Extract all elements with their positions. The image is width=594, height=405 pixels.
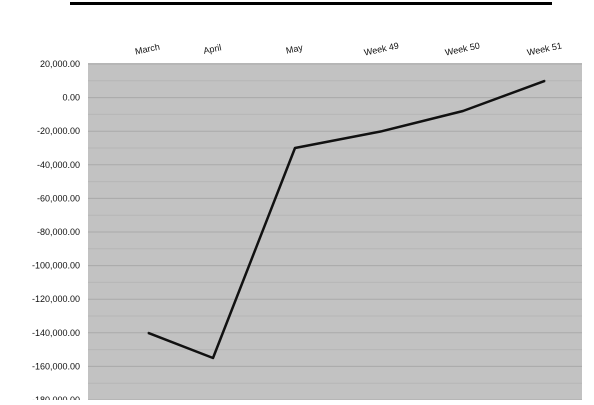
title-underline bbox=[70, 2, 552, 5]
y-tick-label: -80,000.00 bbox=[37, 227, 80, 237]
data-point bbox=[147, 332, 149, 334]
x-tick-label: Week 49 bbox=[363, 40, 400, 57]
y-tick-label: -140,000.00 bbox=[32, 328, 80, 338]
x-tick-label: March bbox=[134, 42, 161, 57]
y-tick-label: -160,000.00 bbox=[32, 361, 80, 371]
series-group bbox=[147, 79, 546, 360]
x-tick-label: April bbox=[203, 42, 223, 56]
x-tick-label: Week 50 bbox=[444, 40, 481, 57]
y-tick-label: -40,000.00 bbox=[37, 160, 80, 170]
data-point bbox=[381, 130, 383, 132]
y-tick-label: 20,000.00 bbox=[40, 59, 80, 69]
y-tick-label: 0.00 bbox=[62, 93, 80, 103]
x-axis-labels: March April May Week 49 Week 50 Week 51 bbox=[134, 40, 563, 57]
y-axis-labels: 20,000.00 0.00 -20,000.00 -40,000.00 -60,000… bbox=[32, 59, 80, 405]
series-line bbox=[147, 79, 546, 360]
y-tick-label: -60,000.00 bbox=[37, 193, 80, 203]
y-tick-label: -180,000.00 bbox=[32, 395, 80, 400]
data-point bbox=[462, 110, 464, 112]
y-tick-label: -20,000.00 bbox=[37, 126, 80, 136]
data-point bbox=[294, 147, 296, 149]
x-tick-label: May bbox=[285, 42, 304, 55]
y-tick-label: -120,000.00 bbox=[32, 294, 80, 304]
x-tick-label: Week 51 bbox=[526, 40, 563, 57]
data-point bbox=[212, 357, 214, 359]
y-tick-label: -100,000.00 bbox=[32, 261, 80, 271]
data-point bbox=[544, 80, 546, 82]
gridlines bbox=[88, 63, 582, 401]
